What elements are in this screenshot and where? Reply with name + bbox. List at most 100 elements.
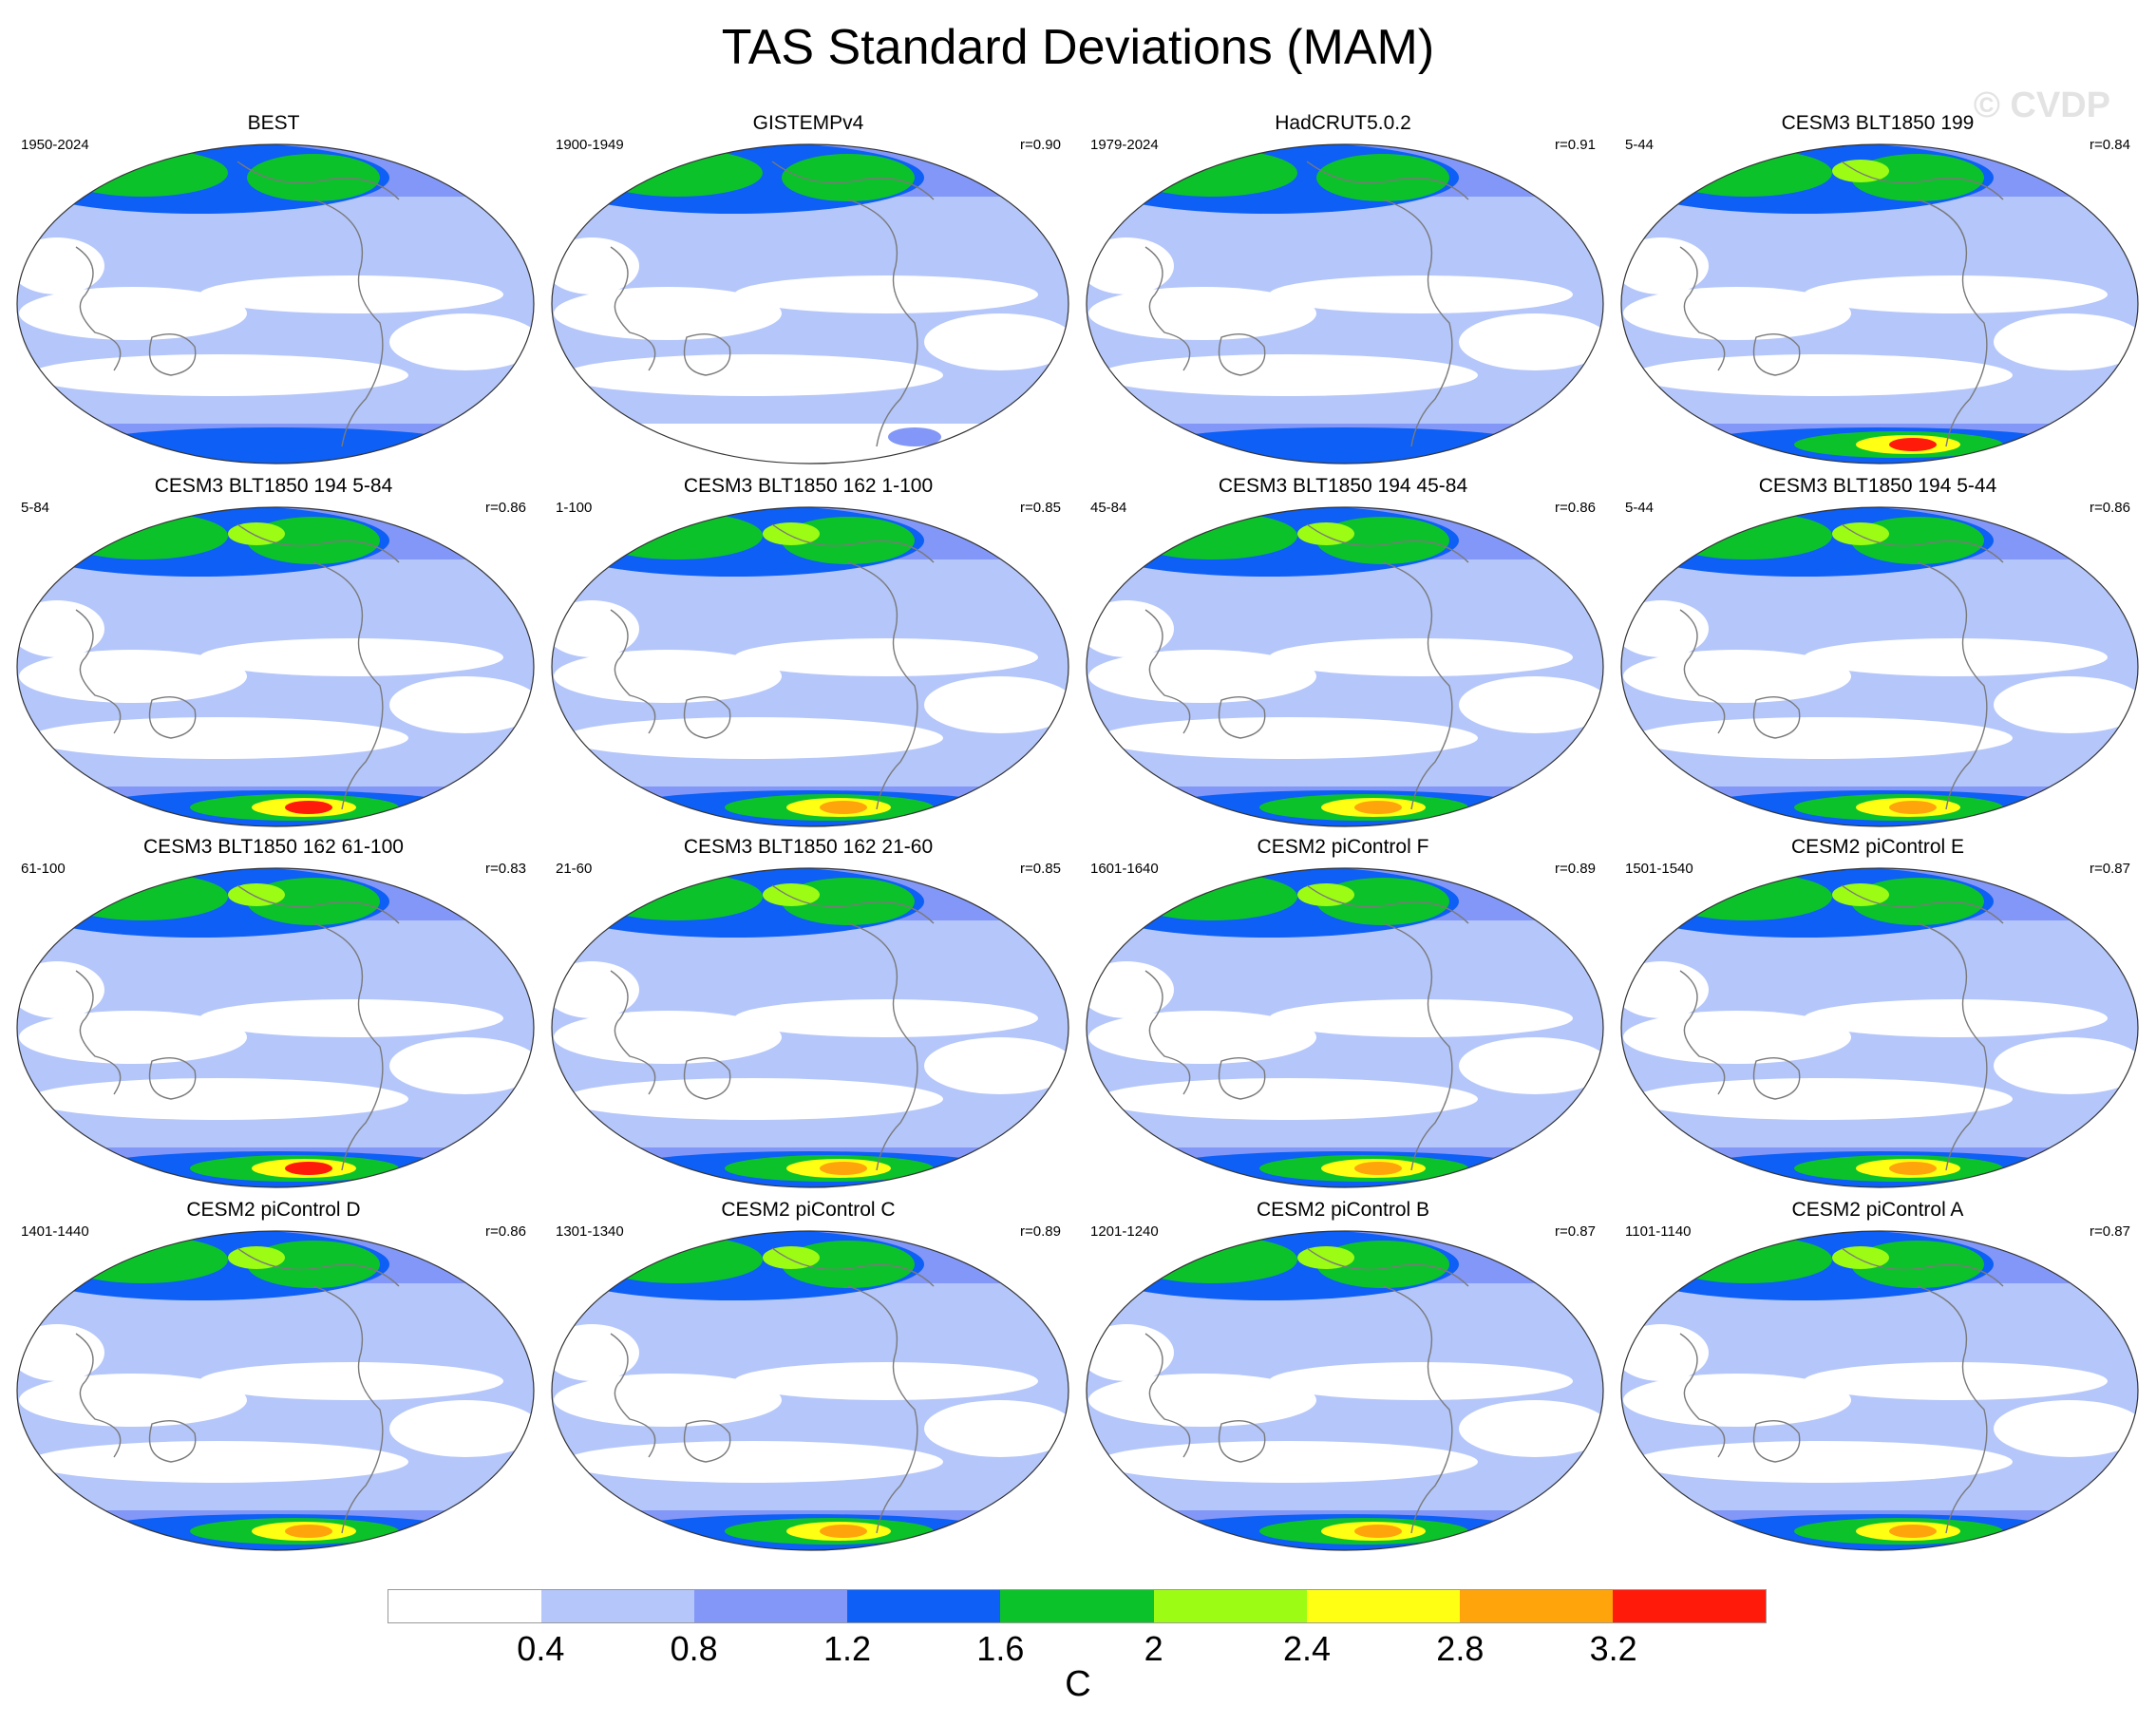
panel-period: 1601-1640 bbox=[1090, 861, 1159, 877]
map-panel: CESM2 piControl F 1601-1640 r=0.89 bbox=[1077, 836, 1609, 1197]
robinson-map bbox=[1086, 506, 1604, 827]
map-panel: GISTEMPv4 1900-1949 r=0.90 bbox=[542, 112, 1074, 473]
map-panel: BEST 1950-2024 bbox=[8, 112, 539, 473]
robinson-map bbox=[16, 1230, 535, 1551]
panel-title: CESM3 BLT1850 162 61-100 bbox=[143, 836, 404, 858]
panel-period: 1101-1140 bbox=[1625, 1223, 1692, 1240]
robinson-map bbox=[1086, 143, 1604, 464]
panel-period: 1201-1240 bbox=[1090, 1223, 1159, 1240]
panel-title: CESM2 piControl C bbox=[721, 1199, 896, 1221]
robinson-map bbox=[1620, 1230, 2139, 1551]
colorbar-segment bbox=[1459, 1590, 1613, 1622]
colorbar-segment bbox=[847, 1590, 1001, 1622]
robinson-map bbox=[551, 1230, 1069, 1551]
panel-title: CESM3 BLT1850 194 45-84 bbox=[1218, 475, 1468, 497]
panel-pattern-correlation: r=0.84 bbox=[2090, 137, 2130, 153]
panel-period: 5-84 bbox=[21, 500, 50, 516]
colorbar-segment bbox=[388, 1590, 542, 1622]
panel-title: CESM2 piControl D bbox=[186, 1199, 361, 1221]
colorbar-segment bbox=[694, 1590, 848, 1622]
robinson-map bbox=[551, 506, 1069, 827]
panel-title: BEST bbox=[247, 112, 300, 134]
panel-pattern-correlation: r=0.85 bbox=[1020, 861, 1061, 877]
colorbar-tick-label: 1.2 bbox=[823, 1629, 872, 1668]
panel-title: CESM3 BLT1850 162 1-100 bbox=[683, 475, 934, 497]
colorbar-unit-label: C bbox=[1065, 1664, 1091, 1704]
map-panel: CESM3 BLT1850 194 5-84 5-84 r=0.86 bbox=[8, 475, 539, 836]
colorbar-segment bbox=[1153, 1590, 1307, 1622]
panel-period: 1501-1540 bbox=[1625, 861, 1693, 877]
map-panel: CESM2 piControl B 1201-1240 r=0.87 bbox=[1077, 1199, 1609, 1560]
map-panel: CESM3 BLT1850 162 1-100 1-100 r=0.85 bbox=[542, 475, 1074, 836]
map-panel: CESM2 piControl A 1101-1140 r=0.87 bbox=[1612, 1199, 2144, 1560]
colorbar bbox=[388, 1589, 1767, 1623]
robinson-map bbox=[551, 867, 1069, 1188]
colorbar-tick-label: 0.8 bbox=[670, 1629, 718, 1668]
map-panel: CESM3 BLT1850 162 61-100 61-100 r=0.83 bbox=[8, 836, 539, 1197]
panel-period: 1301-1340 bbox=[556, 1223, 624, 1240]
panel-pattern-correlation: r=0.87 bbox=[1555, 1223, 1596, 1240]
panel-title: CESM2 piControl F bbox=[1257, 836, 1429, 858]
panel-pattern-correlation: r=0.91 bbox=[1555, 137, 1596, 153]
panel-period: 5-44 bbox=[1625, 137, 1655, 153]
robinson-map bbox=[16, 867, 535, 1188]
panel-period: 1-100 bbox=[556, 500, 593, 516]
panel-period: 1979-2024 bbox=[1090, 137, 1159, 153]
panel-period: 1401-1440 bbox=[21, 1223, 89, 1240]
panel-pattern-correlation: r=0.89 bbox=[1555, 861, 1596, 877]
panel-title: CESM3 BLT1850 194 5-84 bbox=[154, 475, 393, 497]
robinson-map bbox=[551, 143, 1069, 464]
colorbar-tick-label: 2.8 bbox=[1436, 1629, 1485, 1668]
panel-title: CESM3 BLT1850 162 21-60 bbox=[683, 836, 934, 858]
panel-pattern-correlation: r=0.86 bbox=[1555, 500, 1596, 516]
map-panel: CESM2 piControl D 1401-1440 r=0.86 bbox=[8, 1199, 539, 1560]
panel-period: 61-100 bbox=[21, 861, 66, 877]
map-panel: CESM3 BLT1850 194 45-84 45-84 r=0.86 bbox=[1077, 475, 1609, 836]
colorbar-tick-label: 2.4 bbox=[1282, 1629, 1332, 1668]
panel-pattern-correlation: r=0.83 bbox=[485, 861, 526, 877]
colorbar-segment bbox=[1612, 1590, 1766, 1622]
robinson-map bbox=[1620, 506, 2139, 827]
panel-period: 21-60 bbox=[556, 861, 593, 877]
map-panel: CESM3 BLT1850 194 5-44 5-44 r=0.86 bbox=[1612, 475, 2144, 836]
colorbar-tick-label: 3.2 bbox=[1589, 1629, 1637, 1668]
colorbar-tick-label: 2 bbox=[1144, 1629, 1163, 1668]
map-panel: CESM3 BLT1850 199 5-44 r=0.84 bbox=[1612, 112, 2144, 473]
colorbar-ticks: 0.4 0.8 1.2 1.6 2 2.4 2.8 3.2 bbox=[388, 1629, 1767, 1668]
robinson-map bbox=[1620, 867, 2139, 1188]
colorbar-tick-label: 0.4 bbox=[517, 1629, 565, 1668]
colorbar-tick-label: 1.6 bbox=[976, 1629, 1025, 1668]
panel-period: 1950-2024 bbox=[21, 137, 89, 153]
panel-title: GISTEMPv4 bbox=[752, 112, 864, 134]
panel-pattern-correlation: r=0.85 bbox=[1020, 500, 1061, 516]
panel-title: CESM2 piControl E bbox=[1790, 836, 1965, 858]
map-panel: CESM2 piControl E 1501-1540 r=0.87 bbox=[1612, 836, 2144, 1197]
panel-period: 5-44 bbox=[1625, 500, 1655, 516]
robinson-map bbox=[16, 506, 535, 827]
colorbar-segment bbox=[1000, 1590, 1154, 1622]
colorbar-segment bbox=[541, 1590, 695, 1622]
panel-period: 45-84 bbox=[1090, 500, 1127, 516]
panel-pattern-correlation: r=0.86 bbox=[485, 500, 526, 516]
robinson-map bbox=[1086, 1230, 1604, 1551]
map-panel: CESM2 piControl C 1301-1340 r=0.89 bbox=[542, 1199, 1074, 1560]
panel-title: CESM3 BLT1850 199 bbox=[1781, 112, 1975, 134]
map-panel: CESM3 BLT1850 162 21-60 21-60 r=0.85 bbox=[542, 836, 1074, 1197]
colorbar-segment bbox=[1306, 1590, 1460, 1622]
panel-pattern-correlation: r=0.89 bbox=[1020, 1223, 1061, 1240]
page-title: TAS Standard Deviations (MAM) bbox=[721, 20, 1435, 75]
panel-title: CESM2 piControl A bbox=[1791, 1199, 1964, 1221]
map-panel: HadCRUT5.0.2 1979-2024 r=0.91 bbox=[1077, 112, 1609, 473]
panel-title: CESM3 BLT1850 194 5-44 bbox=[1758, 475, 1997, 497]
robinson-map bbox=[1086, 867, 1604, 1188]
watermark: © CVDP bbox=[1973, 85, 2110, 125]
panel-period: 1900-1949 bbox=[556, 137, 624, 153]
panel-title: CESM2 piControl B bbox=[1256, 1199, 1430, 1221]
panel-pattern-correlation: r=0.87 bbox=[2090, 1223, 2130, 1240]
panel-pattern-correlation: r=0.90 bbox=[1020, 137, 1061, 153]
panel-pattern-correlation: r=0.86 bbox=[2090, 500, 2130, 516]
robinson-map bbox=[16, 143, 535, 464]
panel-title: HadCRUT5.0.2 bbox=[1275, 112, 1411, 134]
panel-pattern-correlation: r=0.86 bbox=[485, 1223, 526, 1240]
panel-pattern-correlation: r=0.87 bbox=[2090, 861, 2130, 877]
